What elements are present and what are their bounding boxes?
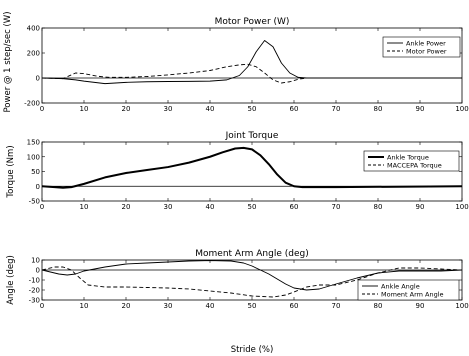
p0-xtick-label-80: 80 (374, 105, 383, 113)
p1-xtick-label-90: 90 (416, 203, 425, 211)
p2-ytick-label-10: 10 (31, 257, 40, 265)
p0-ytick-label-200: 200 (27, 50, 40, 58)
p0-xtick-label-100: 100 (455, 105, 468, 113)
p2-xtick-label-0: 0 (40, 302, 44, 310)
shared-y-label: Power @ 1 step/sec (W) (3, 11, 13, 112)
p1-xtick-label-100: 100 (455, 203, 468, 211)
p1-xtick-label-50: 50 (248, 203, 257, 211)
p1-ytick-label-0: 0 (36, 183, 40, 191)
p0-xtick-label-50: 50 (248, 105, 257, 113)
p1-ytick-label-150: 150 (27, 139, 40, 147)
p2-xtick-label-50: 50 (248, 302, 257, 310)
p1-legend-label-maccepa-torque: MACCEPA Torque (387, 161, 442, 169)
p0-title: Motor Power (W) (215, 17, 290, 27)
p2-xtick-label-10: 10 (80, 302, 89, 310)
p2-xtick-label-70: 70 (332, 302, 341, 310)
p2-legend-box (357, 279, 460, 301)
p2-series-line-ankle-angle (42, 260, 462, 291)
p1-xtick-label-30: 30 (164, 203, 173, 211)
p1-xtick-label-80: 80 (374, 203, 383, 211)
p0-xtick-label-90: 90 (416, 105, 425, 113)
p2-xtick-label-30: 30 (164, 302, 173, 310)
p0-series-line-motor-power (42, 63, 462, 84)
p1-xtick-label-40: 40 (206, 203, 215, 211)
p2-xtick-label-90: 90 (416, 302, 425, 310)
p0-series-line-ankle-power (42, 40, 462, 85)
p2-xtick-label-80: 80 (374, 302, 383, 310)
p1-ytick-label-100: 100 (27, 153, 40, 161)
p1-xtick-label-20: 20 (122, 203, 131, 211)
p0-xtick-label-70: 70 (332, 105, 341, 113)
p0-legend-label-motor-power: Motor Power (406, 47, 447, 55)
p1-legend-box (363, 150, 460, 172)
p0-legend-label-ankle-power: Ankle Power (406, 39, 446, 47)
p0-legend-box (382, 36, 461, 58)
p2-ytick-label-10: -10 (29, 277, 40, 285)
p2-ytick-label-20: -20 (29, 287, 40, 295)
p2-ytick-label-30: -30 (29, 297, 40, 305)
p2-xtick-label-20: 20 (122, 302, 131, 310)
p1-ytick-label-50: -50 (29, 198, 40, 206)
p2-ytick-label-0: 0 (36, 267, 40, 275)
p2-y-axis-label: Angle (deg) (6, 255, 16, 305)
p0-ytick-label-0: 0 (36, 75, 40, 83)
p0-ytick-label-200: -200 (24, 100, 40, 108)
p1-title: Joint Torque (225, 131, 279, 141)
p2-legend-label-moment-arm-angle: Moment Arm Angle (381, 290, 444, 298)
p0-xtick-label-40: 40 (206, 105, 215, 113)
p1-xtick-label-60: 60 (290, 203, 299, 211)
p2-xtick-label-60: 60 (290, 302, 299, 310)
p1-series-line-maccepa-torque (42, 147, 462, 189)
p1-xtick-label-70: 70 (332, 203, 341, 211)
p0-xtick-label-60: 60 (290, 105, 299, 113)
panel-moment-arm-angle: Moment Arm Angle (deg) 0 10 20 30 40 50 60 70 80 9… (6, 249, 469, 355)
p2-xtick-label-100: 100 (455, 302, 468, 310)
p0-ytick-label-400: 400 (27, 25, 40, 33)
p1-xtick-label-0: 0 (40, 203, 44, 211)
p1-y-axis-label: Torque (Nm) (6, 145, 16, 198)
p2-title: Moment Arm Angle (deg) (195, 249, 308, 259)
p0-xtick-label-20: 20 (122, 105, 131, 113)
p2-x-axis-label: Stride (%) (231, 345, 274, 355)
p2-legend-label-ankle-angle: Ankle Angle (381, 282, 420, 290)
p2-xtick-label-40: 40 (206, 302, 215, 310)
p1-xtick-label-10: 10 (80, 203, 89, 211)
p1-legend-label-ankle-torque: Ankle Torque (387, 153, 429, 161)
panel-motor-power: Motor Power (W) 0 10 20 30 40 50 60 70 80 90 100 -20… (24, 17, 469, 113)
p0-xtick-label-30: 30 (164, 105, 173, 113)
p1-ytick-label-50: 50 (31, 168, 40, 176)
p0-xtick-label-0: 0 (40, 105, 44, 113)
p0-xtick-label-10: 10 (80, 105, 89, 113)
